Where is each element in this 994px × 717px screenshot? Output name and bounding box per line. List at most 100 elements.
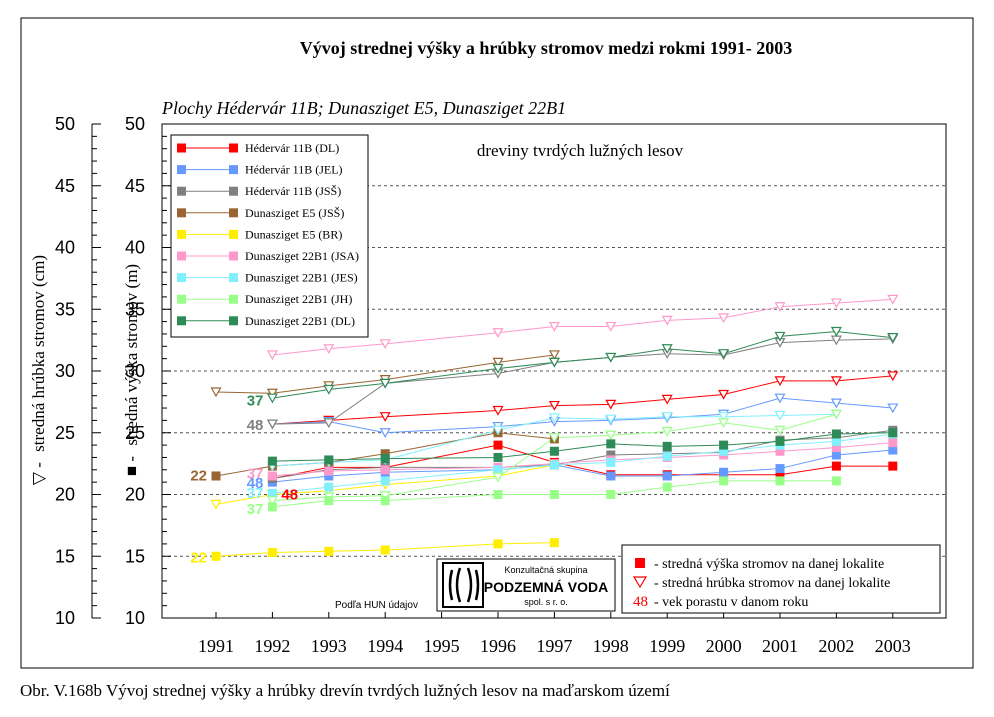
age-label: 48 xyxy=(247,417,264,434)
diameter-point xyxy=(887,403,899,414)
height-point xyxy=(493,465,503,475)
height-point xyxy=(606,471,616,481)
height-point xyxy=(606,450,616,460)
right-tick-label: 50 xyxy=(125,114,145,134)
svg-text:▽ - stredná hrúbka strom: ▽ - stredná hrúbka stromov (cm) xyxy=(29,255,48,485)
height-point xyxy=(380,454,390,464)
age-label: 37 xyxy=(247,485,264,502)
diameter-point xyxy=(774,331,786,342)
x-tick-label: 2002 xyxy=(818,636,854,656)
left-tick-label: 25 xyxy=(55,423,75,443)
diameter-point xyxy=(379,412,391,422)
x-tick-label: 2000 xyxy=(706,636,742,656)
height-point xyxy=(775,476,785,486)
diameter-point xyxy=(887,294,899,305)
right-axis-label: stredná výška stromov (m) xyxy=(122,264,141,446)
height-point xyxy=(549,460,559,470)
diameter-line xyxy=(272,413,837,467)
diameter-point xyxy=(605,430,617,441)
diameter-point xyxy=(774,393,786,404)
diameter-point xyxy=(774,410,786,421)
x-tick-label: 1992 xyxy=(254,636,290,656)
right-tick-label: 25 xyxy=(125,423,145,443)
diameter-point xyxy=(605,321,617,332)
diameter-point xyxy=(887,333,899,343)
x-tick-label: 2001 xyxy=(762,636,798,656)
legend-swatch-marker xyxy=(177,316,186,326)
height-point xyxy=(775,446,785,456)
marker-legend-label: - stredná výška stromov na danej lokalit… xyxy=(654,557,884,572)
source-note: Podľa HUN údajov xyxy=(335,600,418,611)
legend-label: Hédervár 11B (JEL) xyxy=(245,163,343,177)
diameter-point xyxy=(323,384,335,395)
height-point xyxy=(775,436,785,446)
diameter-point xyxy=(492,472,504,483)
height-point xyxy=(267,471,277,481)
diameter-line xyxy=(272,413,837,502)
age-label: 22 xyxy=(190,549,207,566)
height-point xyxy=(775,464,785,474)
diameter-point xyxy=(210,387,222,398)
height-point xyxy=(493,440,503,450)
left-tick-label: 15 xyxy=(55,546,75,566)
left-axis-title: ▽ - stredná hrúbka stromov (cm) xyxy=(29,255,48,485)
height-point xyxy=(493,539,503,549)
height-point xyxy=(380,496,390,506)
height-line xyxy=(215,542,555,557)
left-axis: 10 15 20 25 30 35 40 45 50 xyxy=(55,114,101,628)
diameter-point xyxy=(830,398,842,409)
legend-swatch-marker xyxy=(229,273,238,283)
x-tick-label: 1996 xyxy=(480,636,516,656)
legend-label: Dunasziget 22B1 (JSA) xyxy=(245,249,359,263)
diameter-point xyxy=(266,393,278,404)
diameter-point xyxy=(605,399,617,410)
diameter-point xyxy=(323,344,335,354)
height-point xyxy=(831,476,841,486)
height-point xyxy=(888,438,898,448)
right-tick-label: 30 xyxy=(125,361,145,381)
legend-label: Dunasziget 22B1 (JES) xyxy=(245,271,358,285)
diameter-point xyxy=(266,350,278,361)
diameter-point xyxy=(661,426,673,437)
right-tick-label: 45 xyxy=(125,176,145,196)
height-point xyxy=(719,467,729,477)
height-point xyxy=(267,488,277,498)
height-point xyxy=(549,490,559,499)
diameter-point xyxy=(266,388,278,399)
left-tick-label: 20 xyxy=(55,485,75,505)
chart-subtitle: Plochy Hédervár 11B; Dunasziget E5, Duna… xyxy=(161,98,566,118)
height-point xyxy=(662,441,672,451)
height-point xyxy=(662,451,672,461)
height-line xyxy=(272,480,837,508)
x-tick-label: 1999 xyxy=(649,636,685,656)
diameter-point xyxy=(323,418,335,429)
marker-legend-box xyxy=(621,544,941,614)
height-point xyxy=(775,470,785,480)
legend-swatch-marker xyxy=(177,186,186,196)
legend-swatch-marker xyxy=(229,165,238,175)
height-point xyxy=(831,429,841,439)
plot-inner-title: dreviny tvrdých lužných lesov xyxy=(477,141,684,160)
diameter-point xyxy=(548,400,560,411)
marker-legend-age: 48 xyxy=(633,594,648,610)
legend-label: Dunasziget E5 (JSŠ) xyxy=(245,206,344,220)
left-tick-label: 50 xyxy=(55,114,75,134)
height-point xyxy=(888,461,898,471)
height-point xyxy=(267,456,277,466)
age-label: 37 xyxy=(247,501,264,518)
height-point xyxy=(380,465,390,475)
diameter-point xyxy=(379,378,391,389)
diameter-point xyxy=(774,376,786,387)
legend-swatch-marker xyxy=(229,294,238,304)
x-tick-label: 2003 xyxy=(875,636,911,656)
height-point xyxy=(719,440,729,450)
legend: Hédervár 11B (DL) Hédervár 11B (JEL) Héder… xyxy=(177,141,359,328)
height-point xyxy=(324,546,334,556)
height-point xyxy=(719,476,729,486)
diameter-point xyxy=(492,425,504,436)
height-point xyxy=(267,548,277,558)
legend-label: Hédervár 11B (DL) xyxy=(245,141,339,155)
x-axis: 1991 1992 1993 1994 1995 1996 1997 1998 1999 2000… xyxy=(198,612,911,656)
diameter-point xyxy=(210,499,222,510)
diameter-point xyxy=(379,428,391,438)
